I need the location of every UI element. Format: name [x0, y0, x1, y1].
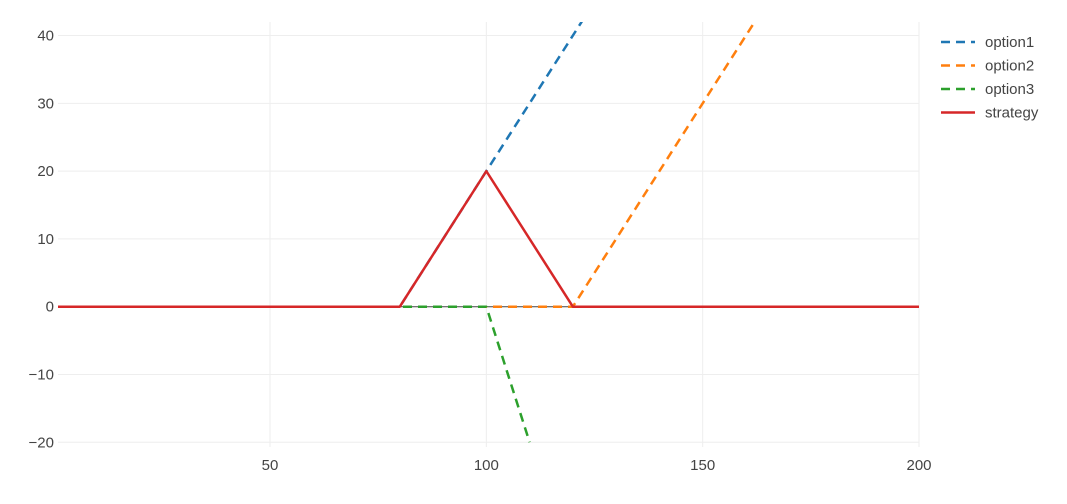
series-lines — [58, 22, 919, 443]
legend-label: option1 — [985, 34, 1034, 51]
y-tick-label: 30 — [37, 95, 54, 112]
y-tick-label: 0 — [46, 299, 54, 316]
y-tick-label: −20 — [29, 434, 54, 451]
x-tick-label: 100 — [474, 457, 499, 474]
legend-label: option2 — [985, 58, 1034, 75]
legend-item-strategy[interactable]: strategy — [941, 105, 1039, 122]
x-tick-label: 200 — [906, 457, 931, 474]
legend[interactable]: option1 option2 option3 strategy — [941, 34, 1039, 122]
y-tick-label: 40 — [37, 28, 54, 45]
x-tick-label: 50 — [262, 457, 279, 474]
x-axis-ticks: 50 100 150 200 — [262, 457, 932, 474]
legend-label: strategy — [985, 105, 1039, 122]
legend-item-option2[interactable]: option2 — [941, 58, 1034, 75]
y-tick-label: 20 — [37, 163, 54, 180]
series-line-option2 — [58, 22, 757, 308]
legend-item-option1[interactable]: option1 — [941, 34, 1034, 51]
x-tick-label: 150 — [690, 457, 715, 474]
grid-lines — [58, 22, 920, 447]
series-line-option1 — [58, 22, 584, 308]
series-line-strategy — [58, 169, 919, 308]
y-axis-ticks: −20 −10 0 10 20 30 40 — [29, 28, 54, 452]
y-tick-label: −10 — [29, 366, 54, 383]
y-tick-label: 10 — [37, 231, 54, 248]
legend-label: option3 — [985, 81, 1034, 98]
legend-item-option3[interactable]: option3 — [941, 81, 1034, 98]
